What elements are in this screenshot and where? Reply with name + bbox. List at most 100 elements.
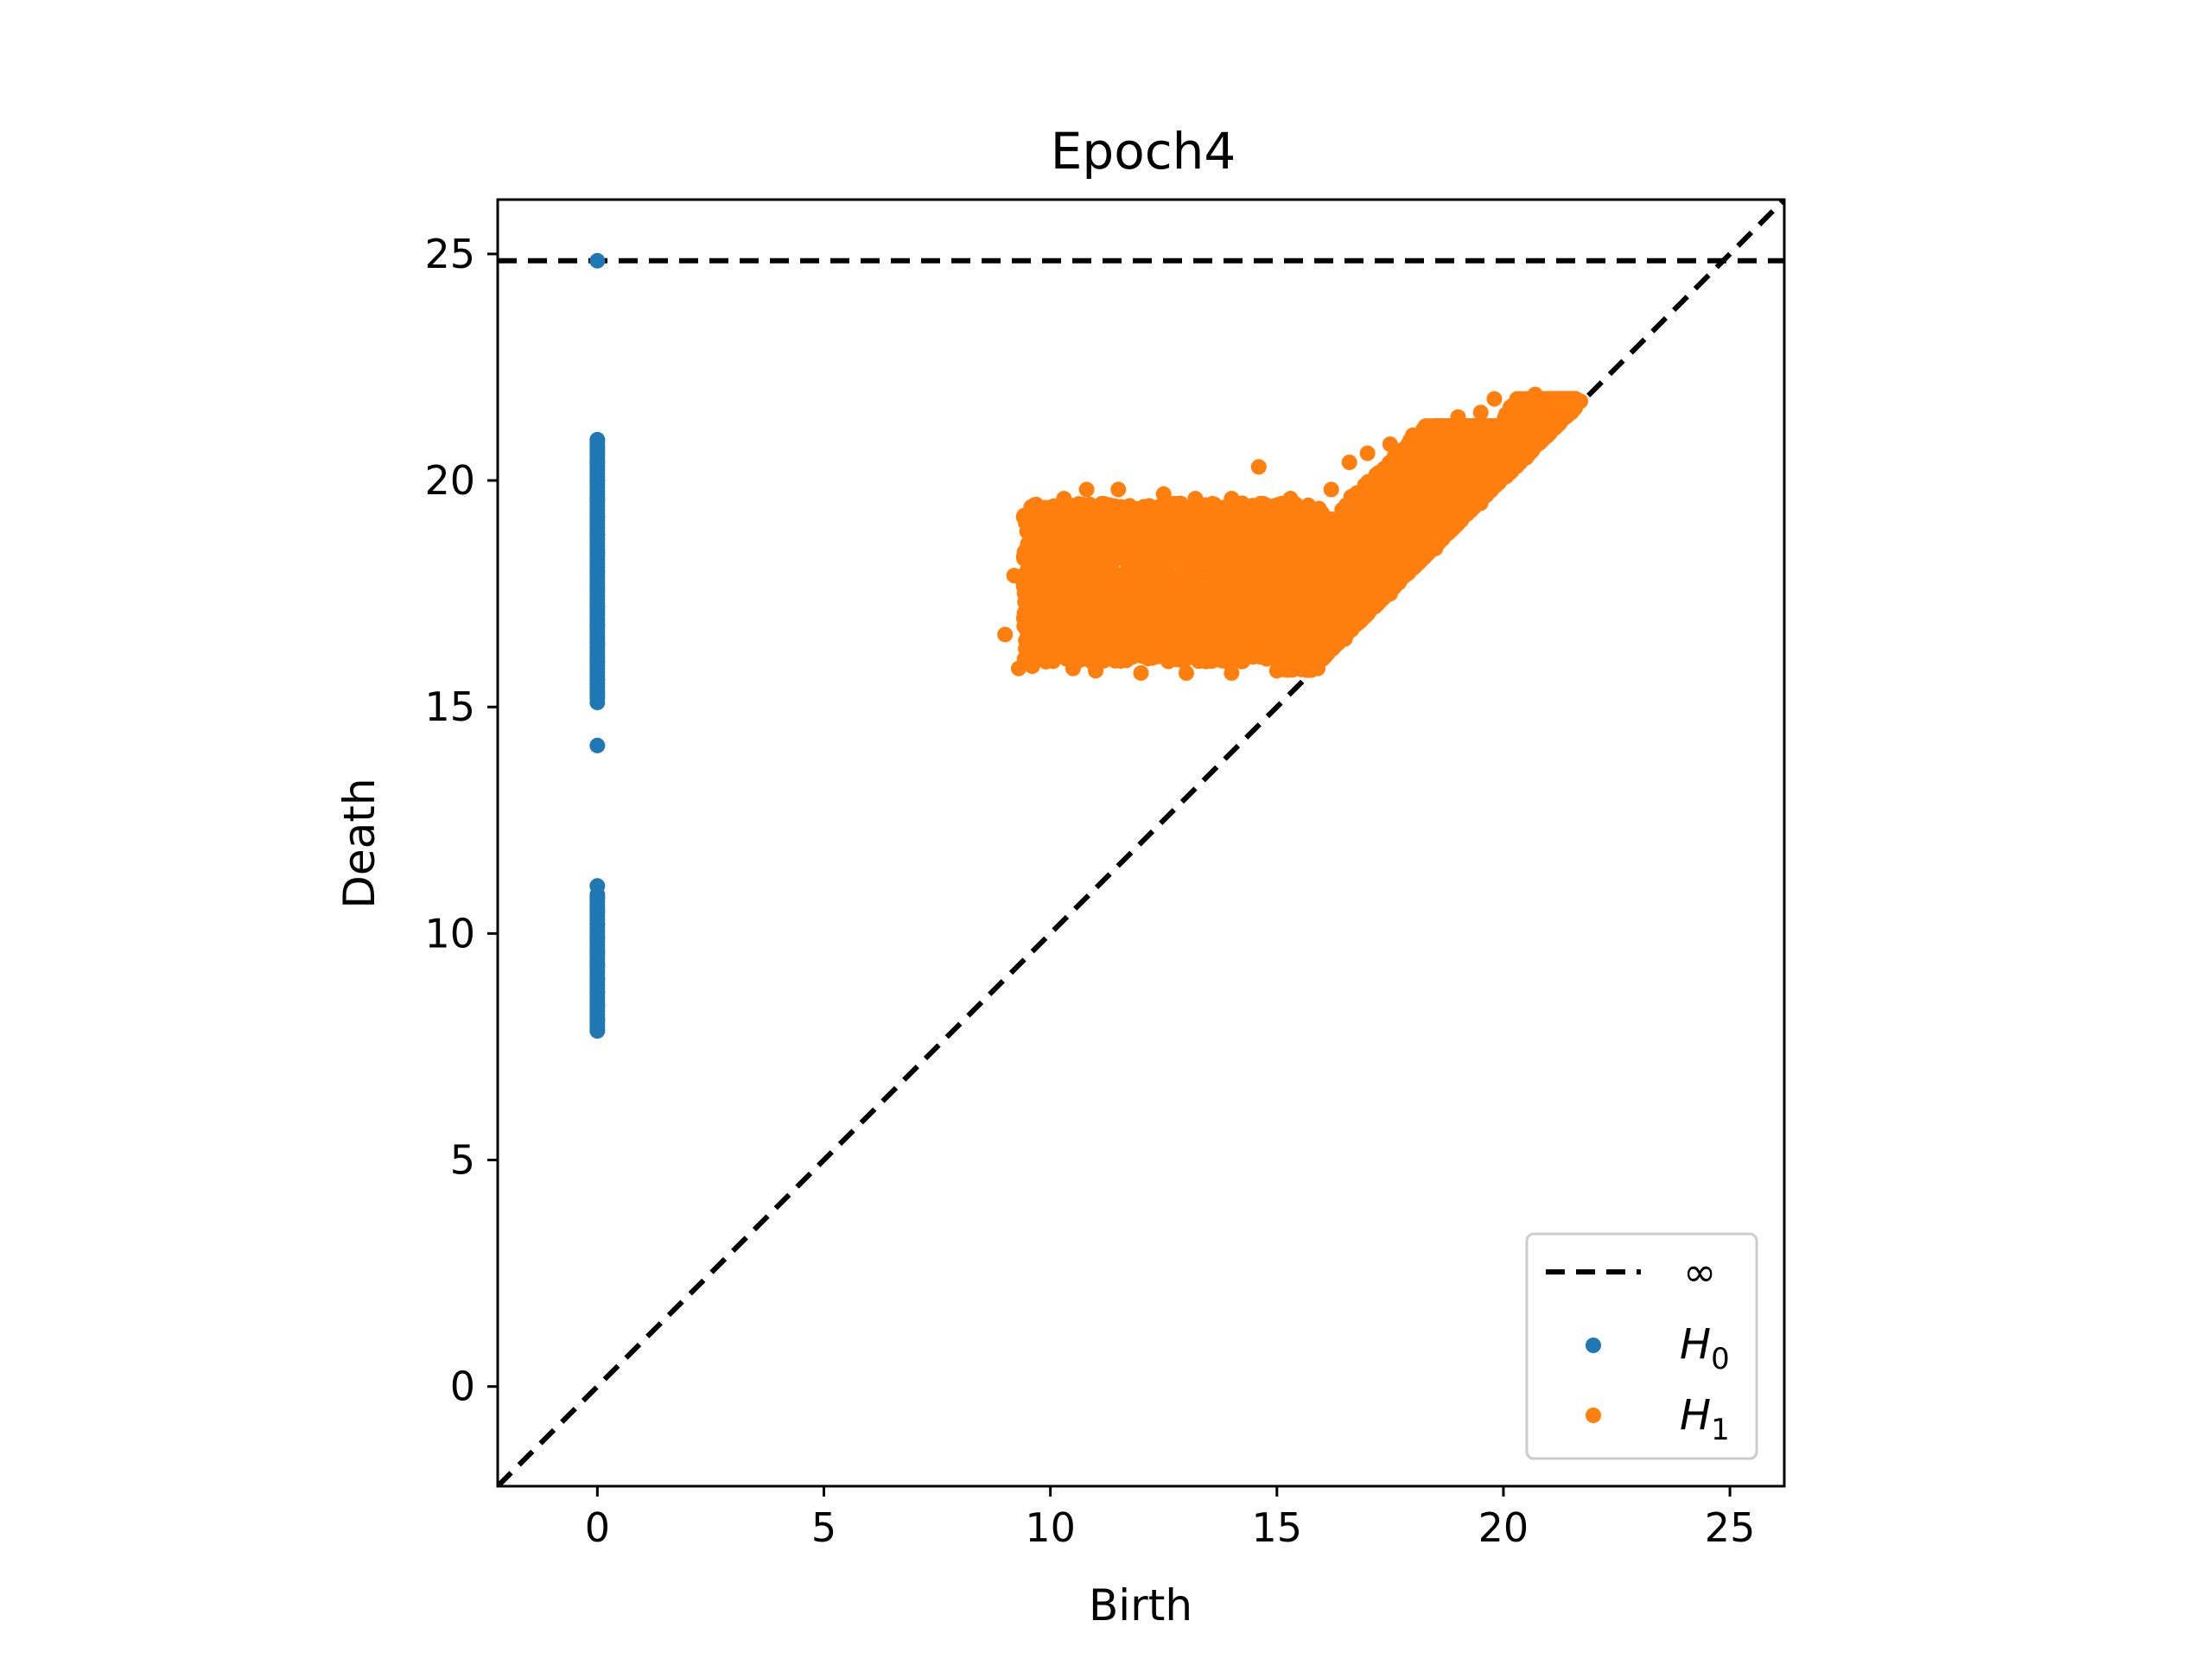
- h1-point: [1251, 646, 1268, 663]
- h1-point: [1325, 542, 1342, 558]
- h1-point: [1395, 569, 1412, 585]
- h1-point: [1392, 522, 1408, 538]
- h1-point: [1093, 555, 1109, 571]
- h1-point: [1242, 621, 1258, 638]
- h1-point: [1305, 566, 1321, 582]
- h1-point: [1269, 570, 1286, 587]
- h1-point: [1128, 646, 1144, 663]
- h1-point: [1038, 633, 1054, 650]
- h1-point: [1457, 444, 1473, 461]
- h1-point: [1237, 531, 1254, 548]
- h1-point: [1136, 504, 1153, 520]
- h1-point: [1059, 643, 1076, 659]
- h1-point: [1363, 559, 1379, 575]
- h1-point: [1418, 527, 1434, 543]
- h1-point: [1196, 546, 1212, 563]
- h1-point: [1382, 454, 1399, 471]
- h1-series: [997, 386, 1589, 681]
- h1-point: [1197, 651, 1213, 667]
- h1-point: [1109, 550, 1126, 567]
- h1-point: [1166, 575, 1182, 591]
- h1-point: [1117, 582, 1134, 599]
- h1-point: [1274, 598, 1291, 614]
- h1-point: [1435, 463, 1452, 480]
- h1-point: [1082, 576, 1098, 593]
- h1-point: [1272, 531, 1288, 547]
- h1-point: [1036, 605, 1052, 621]
- h1-point: [1161, 551, 1178, 568]
- h1-point: [1300, 497, 1317, 513]
- h1-point: [1076, 500, 1092, 517]
- h1-point: [1075, 524, 1091, 540]
- plot-area: [498, 200, 1784, 1486]
- h1-point: [1096, 601, 1113, 617]
- h1-point: [1379, 480, 1395, 496]
- h1-point: [1326, 560, 1343, 576]
- h1-point: [1397, 473, 1414, 489]
- h1-point: [1116, 639, 1133, 655]
- h1-point: [1210, 537, 1226, 554]
- h1-point: [1339, 613, 1356, 629]
- h1-point: [1269, 627, 1286, 644]
- h1-point: [1338, 505, 1354, 522]
- h1-point: [1166, 495, 1182, 512]
- h1-point: [1417, 442, 1433, 459]
- h1-point: [1204, 620, 1220, 636]
- h1-point: [1175, 558, 1192, 575]
- h1-point: [1132, 524, 1148, 541]
- h1-point: [1474, 431, 1491, 448]
- h1-point: [1041, 577, 1058, 594]
- h1-point: [1452, 509, 1469, 525]
- h1-point: [1094, 495, 1110, 512]
- h1-point: [1177, 541, 1193, 557]
- h1-point: [1092, 512, 1109, 529]
- h1-point: [1219, 565, 1236, 582]
- h1-point: [1270, 510, 1287, 526]
- h1-point: [1214, 652, 1230, 669]
- h1-point: [1039, 535, 1056, 551]
- h1-point: [1148, 642, 1165, 658]
- h1-point: [1161, 643, 1178, 659]
- h1-point: [1284, 558, 1300, 575]
- h1-point: [1126, 569, 1142, 586]
- h1-point: [1338, 520, 1355, 537]
- h1-point: [1436, 442, 1452, 458]
- h1-point: [1289, 620, 1306, 636]
- h1-point: [1229, 587, 1245, 603]
- h1-point: [1289, 593, 1306, 609]
- h1-point: [1242, 550, 1258, 567]
- h1-point: [1460, 467, 1477, 484]
- h1-point: [1321, 606, 1338, 622]
- h1-point: [1191, 605, 1207, 621]
- h1-point: [1463, 418, 1479, 435]
- h1-point: [1320, 623, 1337, 639]
- h1-point: [1306, 601, 1322, 618]
- h1-point: [1370, 465, 1387, 481]
- h1-point: [1259, 556, 1275, 572]
- h1-point: [1358, 489, 1375, 505]
- h1-point: [1093, 622, 1109, 639]
- h1-point: [1060, 541, 1077, 557]
- h1-point: [1401, 490, 1417, 506]
- h1-point: [1205, 582, 1221, 599]
- h1-point: [1354, 546, 1370, 563]
- h1-point: [1217, 551, 1234, 568]
- h1-point: [1179, 622, 1196, 639]
- h1-point: [1070, 582, 1086, 598]
- h1-point: [1147, 543, 1163, 560]
- h1-point: [1089, 648, 1105, 664]
- h1-point: [1191, 513, 1207, 530]
- h1-point: [1254, 576, 1270, 593]
- h1-point: [1235, 653, 1251, 670]
- h1-point: [1053, 509, 1070, 525]
- h1-point: [1132, 540, 1148, 556]
- chart-title: Epoch4: [1051, 122, 1236, 181]
- h1-point: [1134, 594, 1150, 610]
- h1-point: [1147, 579, 1163, 595]
- h1-point: [1083, 633, 1099, 650]
- h1-point: [1178, 603, 1194, 620]
- h1-point: [1118, 502, 1135, 518]
- h1-point: [1166, 599, 1182, 615]
